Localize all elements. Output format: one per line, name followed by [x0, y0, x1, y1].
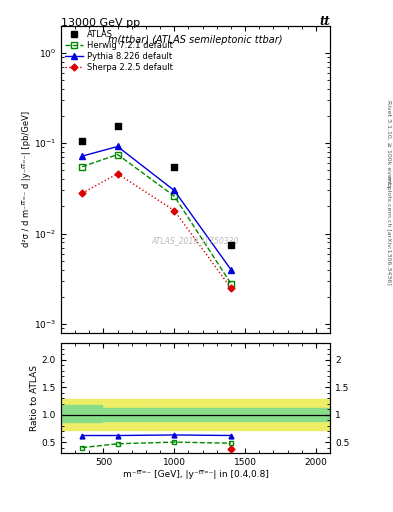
Text: 13000 GeV pp: 13000 GeV pp [61, 18, 140, 28]
Point [228, 241, 234, 249]
Text: ATLAS_2019_I1750330: ATLAS_2019_I1750330 [152, 236, 239, 245]
Point [171, 163, 177, 171]
Text: tt: tt [320, 15, 330, 28]
Text: Rivet 3.1.10, ≥ 100k events: Rivet 3.1.10, ≥ 100k events [386, 99, 391, 187]
X-axis label: m⁻ᵗᵗ̅⁼⁻ [GeV], |y⁻ᵗᵗ̅⁼⁻| in [0.4,0.8]: m⁻ᵗᵗ̅⁼⁻ [GeV], |y⁻ᵗᵗ̅⁼⁻| in [0.4,0.8] [123, 470, 268, 479]
Point [79, 137, 85, 145]
Point [114, 122, 121, 130]
Text: mcplots.cern.ch [arXiv:1306.3436]: mcplots.cern.ch [arXiv:1306.3436] [386, 176, 391, 285]
Y-axis label: d²σ / d m⁻ᵗᵗ̅⁼⁻ d |y⁻ᵗᵗ̅⁼⁻| [pb/GeV]: d²σ / d m⁻ᵗᵗ̅⁼⁻ d |y⁻ᵗᵗ̅⁼⁻| [pb/GeV] [22, 111, 31, 247]
Text: m(ttbar) (ATLAS semileptonic ttbar): m(ttbar) (ATLAS semileptonic ttbar) [108, 35, 283, 45]
Y-axis label: Ratio to ATLAS: Ratio to ATLAS [30, 365, 39, 431]
Legend: ATLAS, Herwig 7.2.1 default, Pythia 8.226 default, Sherpa 2.2.5 default: ATLAS, Herwig 7.2.1 default, Pythia 8.22… [63, 28, 174, 74]
